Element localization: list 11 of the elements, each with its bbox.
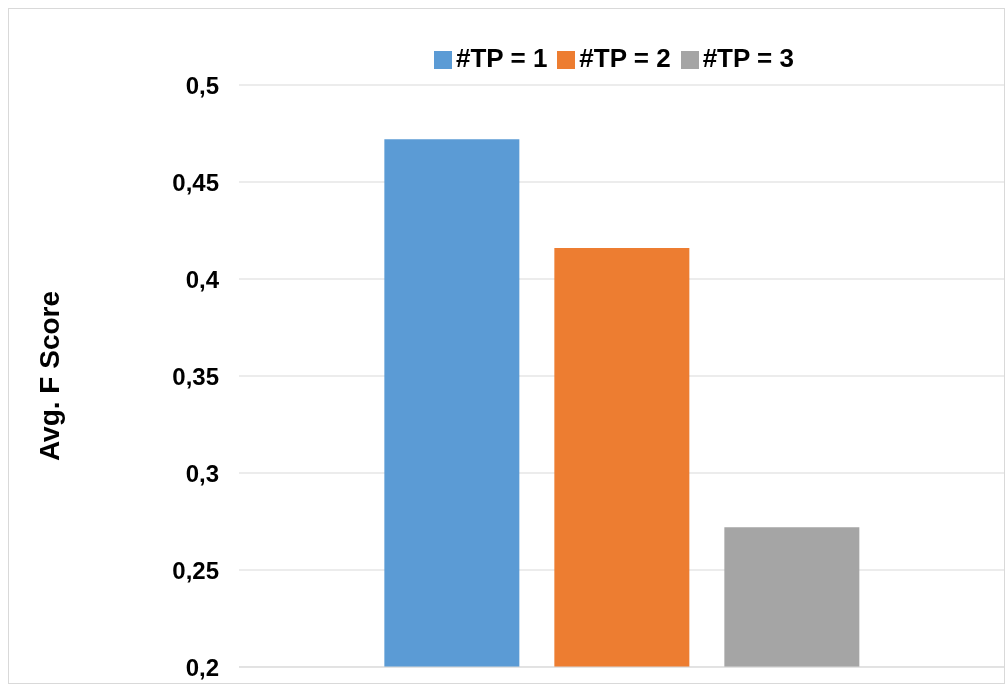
y-axis-title: Avg. F Score (33, 290, 65, 462)
y-tick-label: 0,3 (185, 459, 219, 487)
y-tick-label: 0,5 (185, 71, 219, 99)
y-tick-label: 0,2 (185, 653, 219, 681)
y-tick-label: 0,25 (172, 556, 219, 584)
legend-label: #TP = 2 (579, 43, 671, 73)
legend-label: #TP = 3 (702, 43, 794, 73)
y-tick-label: 0,45 (172, 168, 219, 196)
y-tick-label: 0,4 (185, 265, 220, 293)
legend-label: #TP = 1 (456, 43, 548, 73)
y-tick-label: 0,35 (172, 362, 219, 390)
